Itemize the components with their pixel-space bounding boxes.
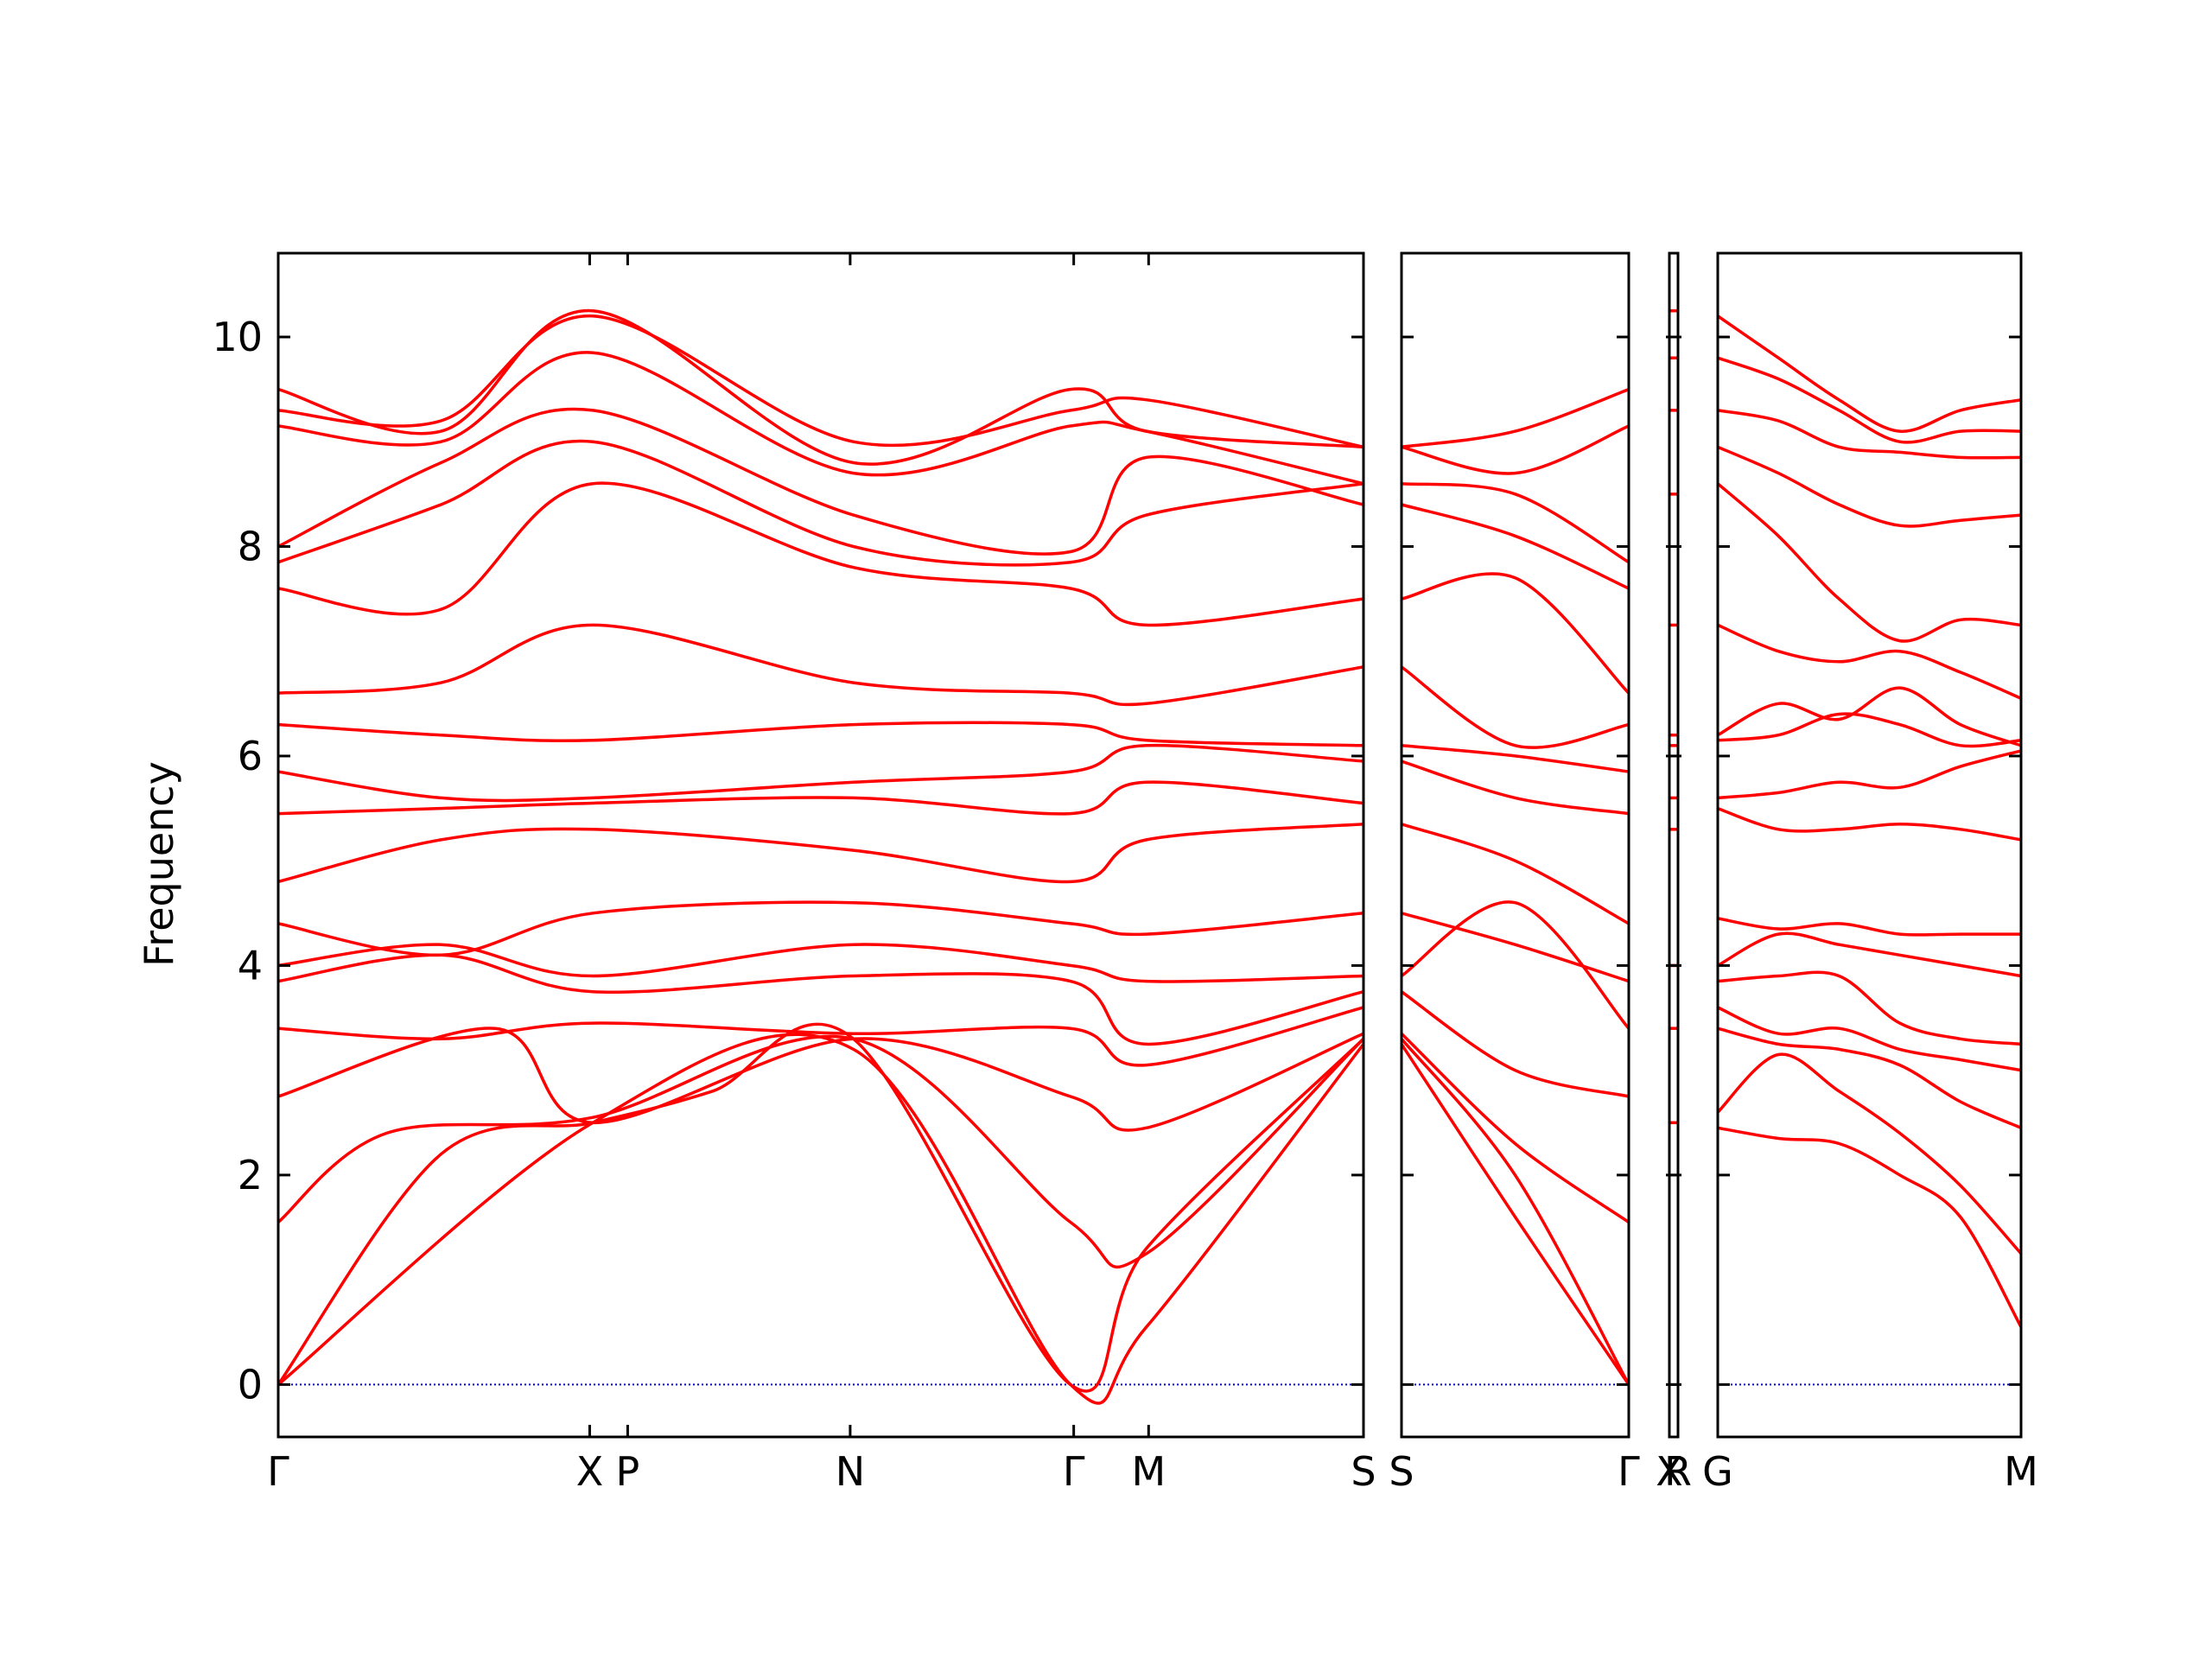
- x-tick-label: G: [1702, 1448, 1733, 1495]
- x-tick-label: S: [1351, 1448, 1376, 1495]
- band-line: [1718, 623, 2021, 700]
- x-tick-label: X: [1656, 1448, 1683, 1495]
- band-line: [1402, 912, 1629, 983]
- band-line: [1402, 900, 1629, 1030]
- x-tick-label: M: [2004, 1448, 2038, 1495]
- band-line: [278, 481, 1363, 627]
- band-line: [1402, 1043, 1629, 1386]
- band-line: [278, 953, 1363, 1046]
- x-tick-label: M: [1131, 1448, 1166, 1495]
- band-line: [278, 1027, 1363, 1132]
- band-line: [1718, 917, 2021, 937]
- x-tick-label: X: [576, 1448, 604, 1495]
- band-line: [278, 1034, 1363, 1269]
- x-tick-label: S: [1389, 1448, 1414, 1495]
- band-line: [1718, 712, 2021, 748]
- x-tick-label: P: [616, 1448, 640, 1495]
- band-line: [1718, 970, 2021, 1046]
- x-tick-label: Γ: [1063, 1448, 1085, 1495]
- band-line: [1402, 387, 1629, 449]
- panel-frame: [1668, 251, 1680, 1439]
- y-tick-label: 0: [238, 1361, 263, 1408]
- band-line: [278, 900, 1363, 957]
- y-tick-label: 6: [238, 733, 263, 779]
- band-line: [1718, 1126, 2021, 1328]
- band-line: [1718, 482, 2021, 643]
- band-line: [1402, 1038, 1629, 1386]
- panel-frame: [1400, 251, 1630, 1439]
- band-line: [1402, 1032, 1629, 1224]
- band-line: [1718, 806, 2021, 842]
- x-tick-label: Γ: [267, 1448, 289, 1495]
- band-line: [1718, 1027, 2021, 1129]
- y-axis-label: Frequency: [136, 761, 182, 967]
- band-line: [1718, 1052, 2021, 1255]
- band-line: [1718, 356, 2021, 444]
- panel-frame: [276, 251, 1365, 1439]
- band-line: [278, 439, 1363, 567]
- band-line: [1718, 686, 2021, 747]
- x-tick-label: R: [1664, 1448, 1692, 1495]
- band-line: [1402, 823, 1629, 925]
- band-line: [1718, 315, 2021, 433]
- y-tick-label: 2: [238, 1152, 263, 1198]
- band-line: [278, 823, 1363, 884]
- band-line: [1718, 931, 2021, 978]
- band-line: [278, 743, 1363, 803]
- band-line: [1402, 572, 1629, 695]
- y-tick-label: 4: [238, 942, 263, 988]
- band-line: [1718, 409, 2021, 460]
- band-group: [1402, 387, 1629, 1386]
- band-line: [1402, 481, 1629, 564]
- plot-panel: XR: [1656, 251, 1692, 1495]
- y-tick-label: 10: [212, 314, 263, 360]
- band-line: [1402, 665, 1629, 749]
- band-line: [1718, 445, 2021, 528]
- band-line: [278, 308, 1363, 466]
- band-line: [278, 623, 1363, 707]
- y-tick-label: 8: [238, 523, 263, 569]
- band-line: [278, 780, 1363, 816]
- band-line: [1402, 424, 1629, 475]
- panel-frame: [1716, 251, 2023, 1439]
- band-line: [278, 943, 1363, 983]
- band-line: [278, 1033, 1363, 1405]
- x-tick-label: N: [836, 1448, 865, 1495]
- band-line: [278, 1006, 1363, 1067]
- band-line: [278, 721, 1363, 747]
- band-line: [278, 314, 1363, 449]
- band-line: [1402, 990, 1629, 1098]
- band-line: [1718, 1006, 2021, 1072]
- band-group: [1718, 315, 2021, 1328]
- band-line: [1718, 749, 2021, 800]
- band-line: [1402, 503, 1629, 590]
- band-line: [278, 407, 1363, 556]
- x-tick-label: Γ: [1618, 1448, 1640, 1495]
- band-line: [1402, 744, 1629, 773]
- band-line: [1402, 760, 1629, 816]
- band-group: [278, 308, 1363, 1405]
